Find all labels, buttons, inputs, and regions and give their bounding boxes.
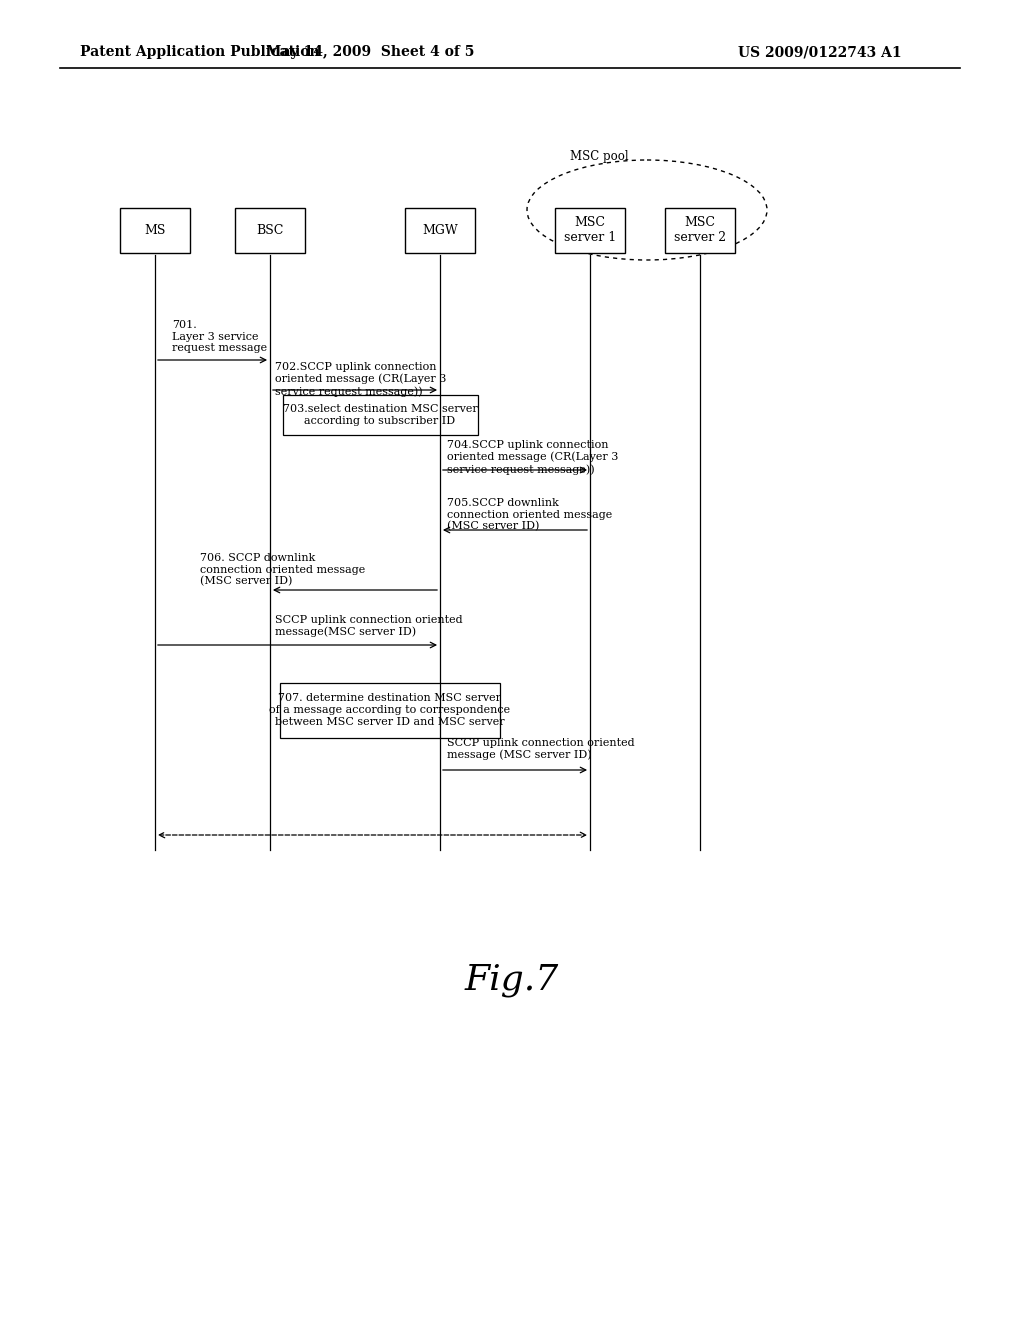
Text: 707. determine destination MSC server
of a message according to correspondence
b: 707. determine destination MSC server of… <box>269 693 511 726</box>
Text: SCCP uplink connection oriented
message (MSC server ID): SCCP uplink connection oriented message … <box>447 738 635 760</box>
Text: Fig.7: Fig.7 <box>465 964 559 997</box>
FancyBboxPatch shape <box>120 207 190 252</box>
FancyBboxPatch shape <box>665 207 735 252</box>
FancyBboxPatch shape <box>234 207 305 252</box>
Text: SCCP uplink connection oriented
message(MSC server ID): SCCP uplink connection oriented message(… <box>275 615 463 638</box>
Text: 706. SCCP downlink
connection oriented message
(MSC server ID): 706. SCCP downlink connection oriented m… <box>200 553 366 586</box>
Text: MSC
server 1: MSC server 1 <box>564 216 616 244</box>
Text: 703.select destination MSC server
according to subscriber ID: 703.select destination MSC server accord… <box>283 404 477 426</box>
FancyBboxPatch shape <box>283 395 477 436</box>
Text: 704.SCCP uplink connection
oriented message (CR(Layer 3
service request message): 704.SCCP uplink connection oriented mess… <box>447 440 618 475</box>
FancyBboxPatch shape <box>406 207 475 252</box>
FancyBboxPatch shape <box>280 682 500 738</box>
FancyBboxPatch shape <box>555 207 625 252</box>
Text: MSC pool: MSC pool <box>570 150 629 162</box>
Text: MSC
server 2: MSC server 2 <box>674 216 726 244</box>
Text: MS: MS <box>144 223 166 236</box>
Text: May 14, 2009  Sheet 4 of 5: May 14, 2009 Sheet 4 of 5 <box>266 45 474 59</box>
Text: Patent Application Publication: Patent Application Publication <box>80 45 319 59</box>
Text: 702.SCCP uplink connection
oriented message (CR(Layer 3
service request message): 702.SCCP uplink connection oriented mess… <box>275 362 446 396</box>
Text: US 2009/0122743 A1: US 2009/0122743 A1 <box>738 45 902 59</box>
Text: BSC: BSC <box>256 223 284 236</box>
Text: 701.
Layer 3 service
request message: 701. Layer 3 service request message <box>172 319 267 354</box>
Text: 705.SCCP downlink
connection oriented message
(MSC server ID): 705.SCCP downlink connection oriented me… <box>447 498 612 532</box>
Text: MGW: MGW <box>422 223 458 236</box>
